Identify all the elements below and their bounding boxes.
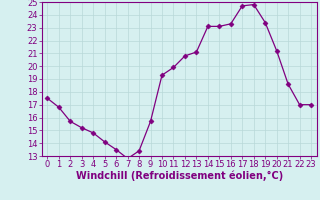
X-axis label: Windchill (Refroidissement éolien,°C): Windchill (Refroidissement éolien,°C)	[76, 171, 283, 181]
